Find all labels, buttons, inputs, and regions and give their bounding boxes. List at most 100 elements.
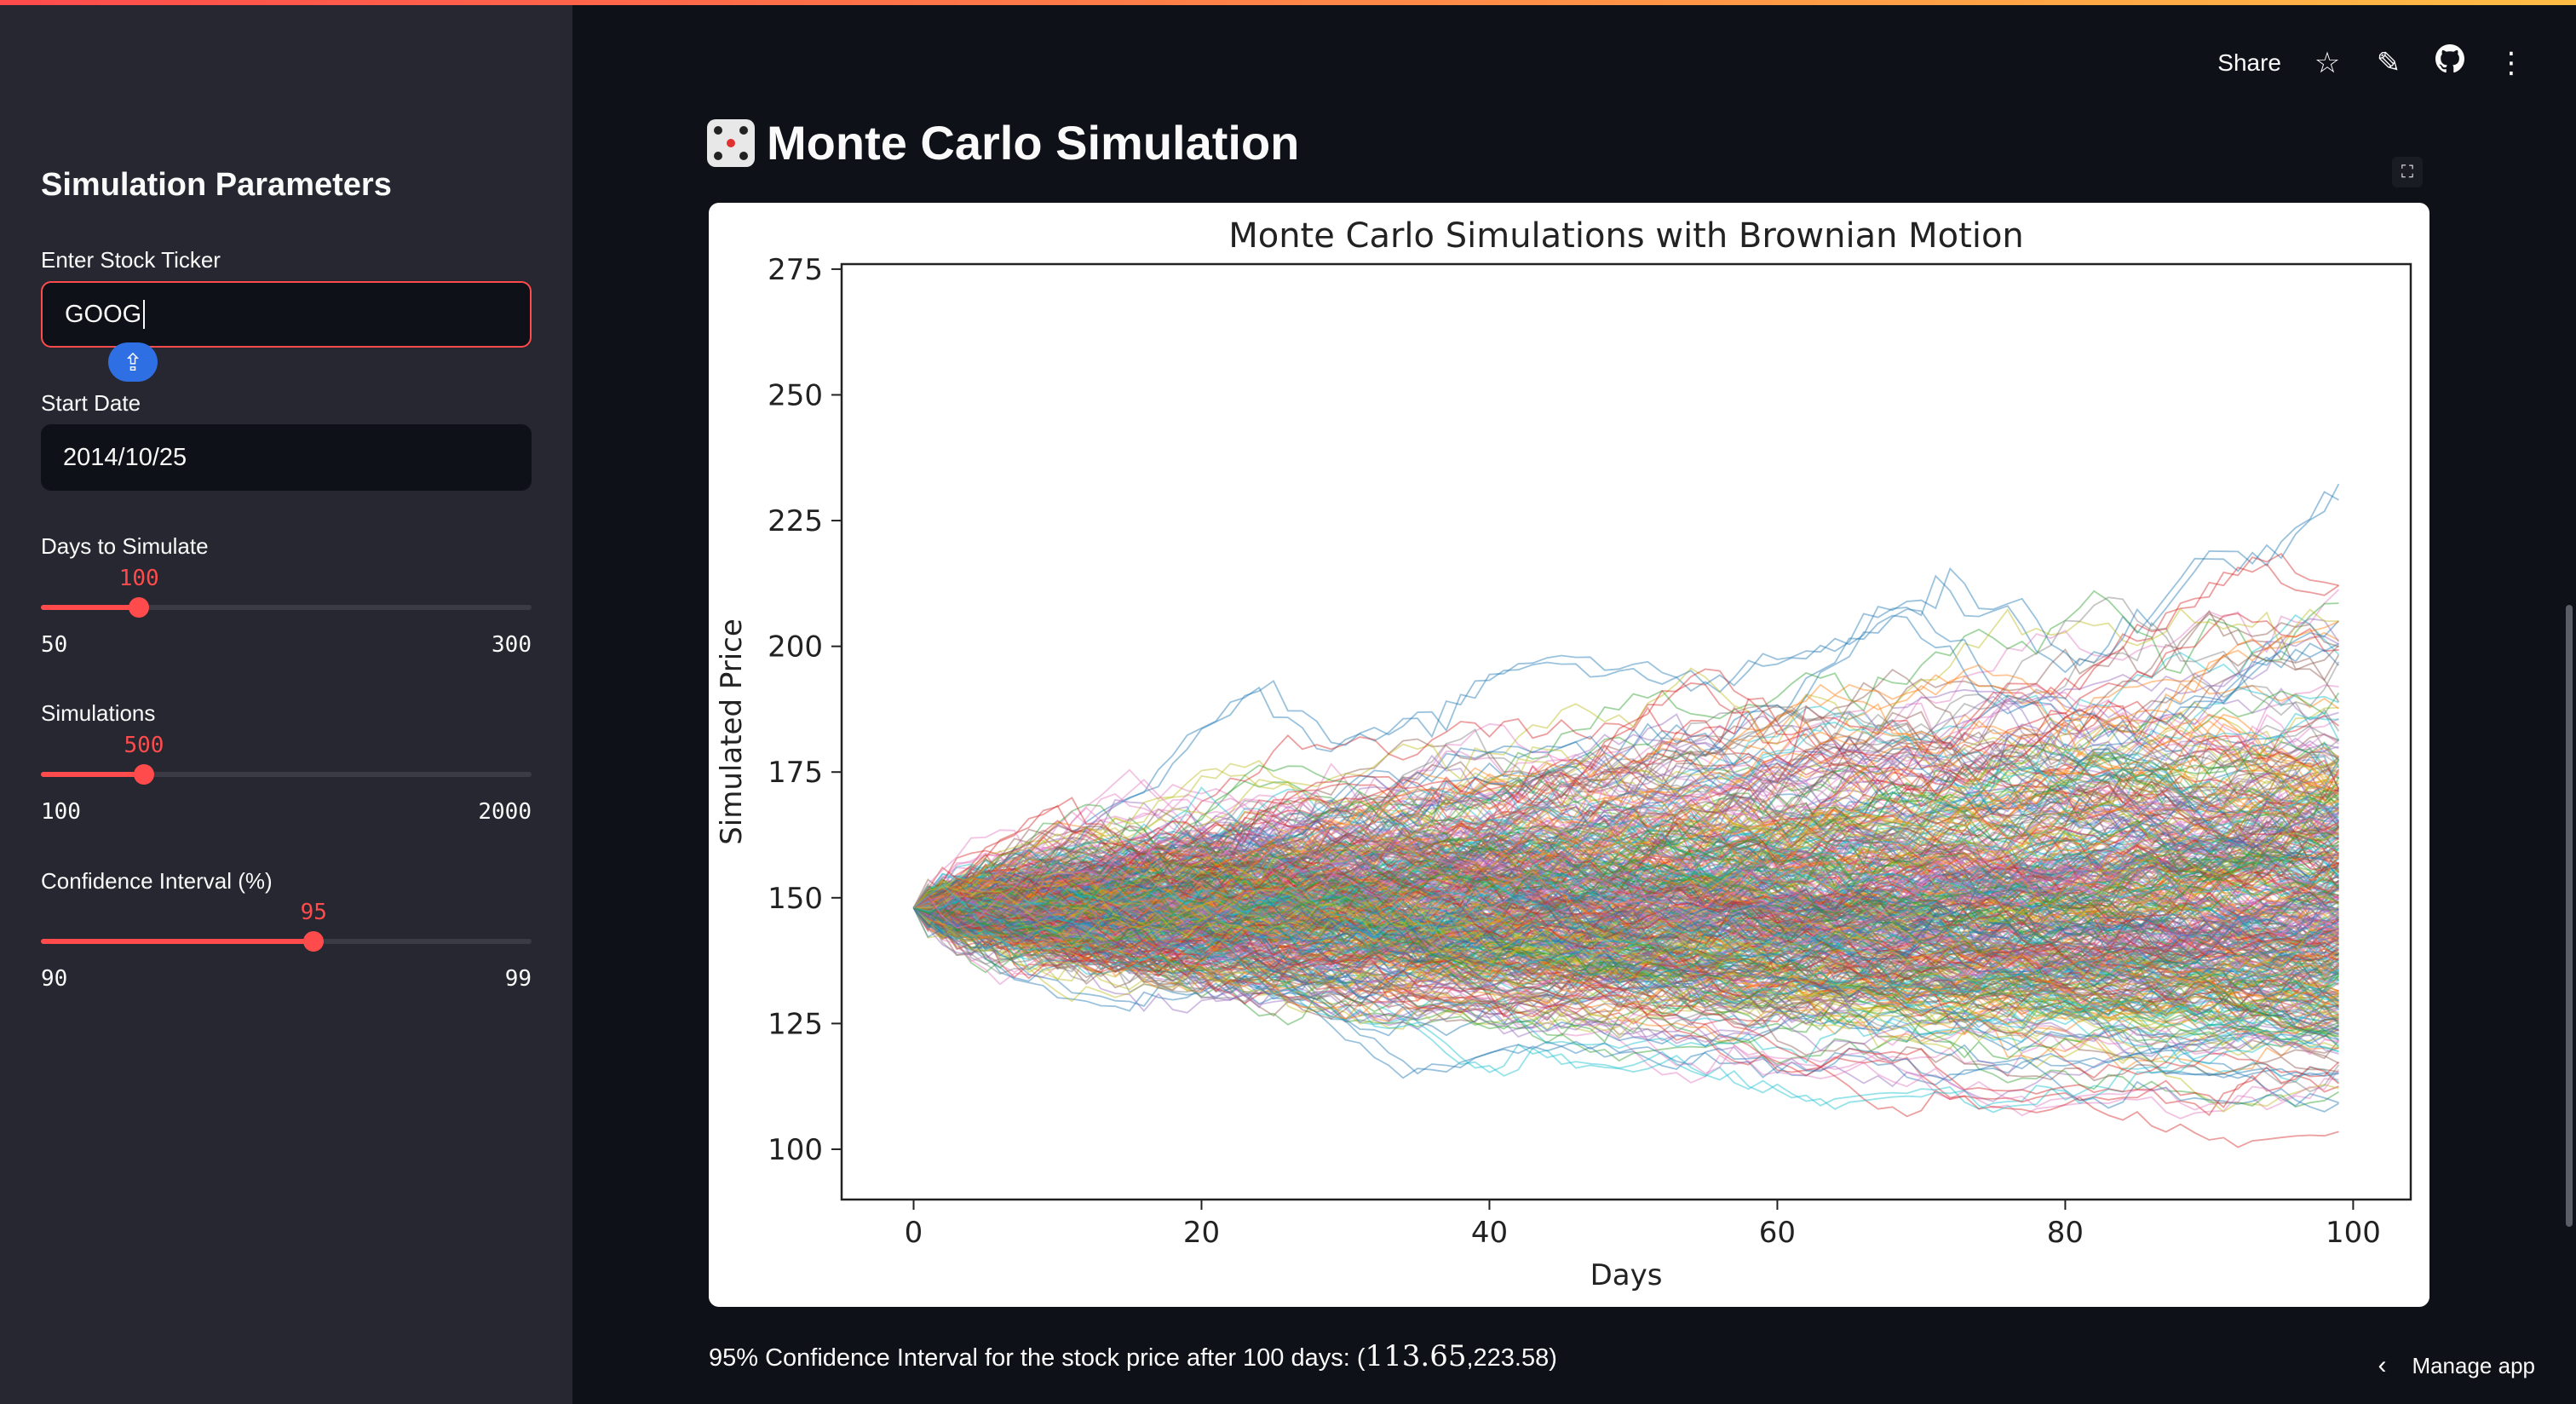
simulation-series-line bbox=[913, 866, 2339, 988]
simulation-series-line bbox=[912, 869, 2339, 969]
fullscreen-icon[interactable]: ⛶ bbox=[2392, 157, 2423, 187]
simulation-series-line bbox=[913, 746, 2340, 929]
pencil-icon[interactable]: ✎ bbox=[2376, 46, 2401, 79]
simulations-slider[interactable]: 500 100 2000 bbox=[41, 728, 532, 825]
scrollbar[interactable] bbox=[2566, 605, 2573, 1227]
slider-thumb[interactable] bbox=[303, 931, 325, 952]
simulation-series-line bbox=[913, 740, 2340, 949]
simulation-series-line bbox=[912, 780, 2339, 946]
simulation-series-line bbox=[913, 840, 2339, 1035]
slider-value: 500 bbox=[124, 733, 164, 758]
slider-thumb[interactable] bbox=[129, 597, 150, 618]
simulation-series-line bbox=[913, 866, 2339, 1019]
simulation-series-line bbox=[913, 843, 2340, 946]
sidebar-title: Simulation Parameters bbox=[41, 167, 392, 203]
simulation-series-line bbox=[912, 864, 2339, 1019]
simulation-series-line bbox=[913, 906, 2339, 1061]
simulation-series-line bbox=[913, 817, 2339, 975]
simulation-series-line bbox=[912, 785, 2339, 964]
simulation-series-line bbox=[913, 836, 2340, 1014]
simulation-series-line bbox=[913, 826, 2340, 961]
slider-fill bbox=[41, 605, 140, 610]
simulation-series-line bbox=[912, 897, 2339, 1119]
simulation-series-line bbox=[913, 854, 2340, 1002]
simulation-series-line bbox=[912, 812, 2339, 928]
simulation-series-line bbox=[912, 695, 2339, 929]
simulation-series-line bbox=[913, 851, 2339, 961]
simulation-series-line bbox=[912, 907, 2339, 1086]
simulation-series-line bbox=[912, 754, 2340, 935]
simulation-series-line bbox=[913, 769, 2339, 918]
simulation-series-line bbox=[912, 696, 2339, 932]
simulation-series-line bbox=[912, 872, 2339, 1023]
simulation-series-line bbox=[913, 882, 2339, 996]
simulation-series-line bbox=[913, 901, 2339, 983]
simulation-series-line bbox=[913, 872, 2340, 1042]
simulation-series-line bbox=[913, 850, 2339, 931]
github-icon[interactable] bbox=[2435, 44, 2465, 81]
slider-min: 90 bbox=[41, 966, 68, 992]
simulation-series-line bbox=[913, 882, 2339, 1022]
simulation-series-line bbox=[912, 887, 2339, 970]
simulation-series-line bbox=[912, 882, 2340, 947]
manage-app-button[interactable]: ‹ Manage app bbox=[2378, 1351, 2535, 1380]
simulation-series-line bbox=[913, 684, 2340, 924]
share-button[interactable]: Share bbox=[2217, 49, 2281, 76]
simulation-series-line bbox=[913, 759, 2340, 974]
simulation-series-line bbox=[913, 885, 2340, 1078]
simulation-series-line bbox=[913, 885, 2339, 1019]
simulation-series-line bbox=[912, 895, 2340, 1060]
simulation-series-line bbox=[913, 830, 2339, 982]
slider-thumb[interactable] bbox=[133, 764, 154, 785]
simulation-series-line bbox=[913, 892, 2340, 989]
slider-fill bbox=[41, 772, 144, 777]
simulation-series-line bbox=[913, 724, 2340, 914]
simulation-series-line bbox=[913, 858, 2339, 1014]
simulation-series-line bbox=[913, 826, 2339, 981]
simulation-series-line bbox=[912, 668, 2340, 919]
simulation-series-line bbox=[913, 759, 2339, 920]
simulation-series-line bbox=[913, 906, 2339, 1016]
simulation-series-line bbox=[912, 785, 2339, 923]
manage-app-label: Manage app bbox=[2412, 1352, 2535, 1378]
ticker-value: GOOG bbox=[65, 300, 142, 328]
simulation-series-line bbox=[912, 785, 2340, 940]
simulation-series-line bbox=[913, 837, 2340, 1006]
simulation-series-line bbox=[913, 763, 2339, 924]
simulation-series-line bbox=[912, 857, 2339, 943]
simulation-series-line bbox=[913, 771, 2340, 942]
simulation-series-line bbox=[912, 889, 2339, 1031]
simulation-series-line bbox=[912, 851, 2340, 1026]
simulation-series-line bbox=[913, 884, 2340, 1002]
simulation-series-line bbox=[913, 620, 2339, 909]
start-date-input[interactable]: 2014/10/25 bbox=[41, 424, 532, 491]
simulation-series-line bbox=[912, 860, 2339, 945]
simulation-series-line bbox=[913, 837, 2340, 954]
simulation-series-line bbox=[913, 828, 2339, 964]
simulation-series-line bbox=[913, 840, 2340, 1039]
simulation-series-line bbox=[913, 879, 2339, 1113]
slider-max: 99 bbox=[504, 966, 532, 992]
slider-value: 100 bbox=[118, 566, 159, 591]
confidence-interval-result: 95% Confidence Interval for the stock pr… bbox=[709, 1339, 1557, 1373]
ticker-input[interactable]: GOOG bbox=[41, 281, 532, 348]
simulation-series-line bbox=[913, 858, 2339, 981]
simulation-series-line bbox=[912, 906, 2339, 993]
star-icon[interactable]: ☆ bbox=[2314, 46, 2341, 79]
simulation-series-line bbox=[912, 711, 2340, 909]
chart-title: Monte Carlo Simulations with Brownian Mo… bbox=[1228, 216, 2024, 256]
simulation-series-line bbox=[913, 901, 2339, 1034]
simulation-series-line bbox=[913, 613, 2339, 918]
simulation-series-line bbox=[913, 789, 2339, 918]
simulation-series-line bbox=[913, 825, 2340, 1015]
days-slider[interactable]: 100 50 300 bbox=[41, 561, 532, 658]
simulation-series-line bbox=[913, 753, 2339, 970]
simulation-series-line bbox=[912, 894, 2339, 986]
more-icon[interactable]: ⋮ bbox=[2497, 46, 2526, 79]
simulation-series-line bbox=[913, 803, 2340, 961]
simulation-series-line bbox=[912, 866, 2339, 949]
simulation-series-line bbox=[913, 743, 2339, 940]
confidence-slider[interactable]: 95 90 99 bbox=[41, 895, 532, 992]
simulation-series-line bbox=[912, 802, 2339, 924]
slider-min: 100 bbox=[41, 799, 81, 825]
